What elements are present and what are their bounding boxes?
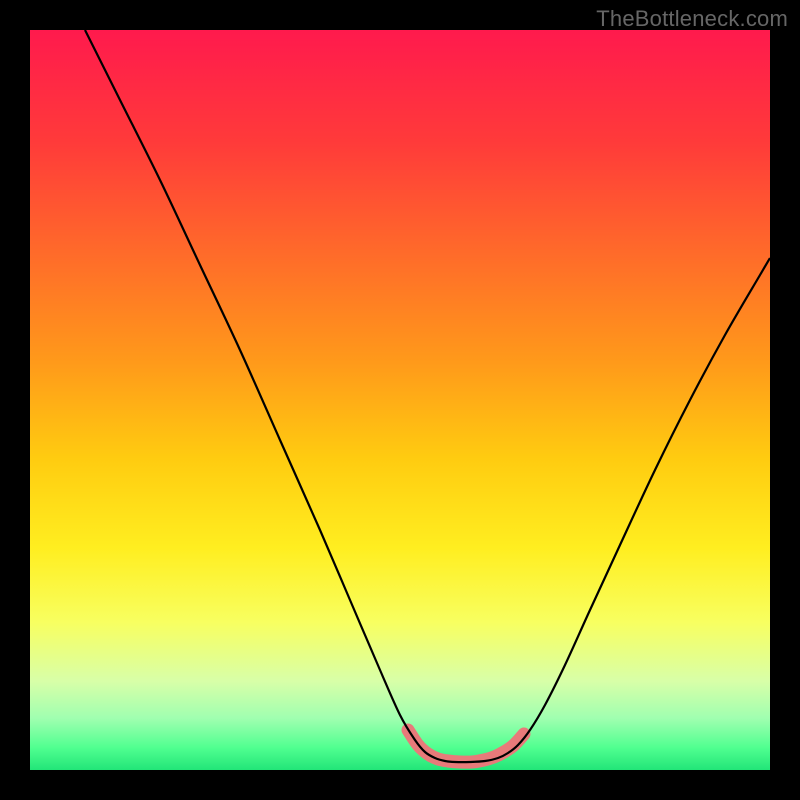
chart-svg [30,30,770,770]
chart-plot-area [30,30,770,770]
watermark-text: TheBottleneck.com [596,6,788,32]
